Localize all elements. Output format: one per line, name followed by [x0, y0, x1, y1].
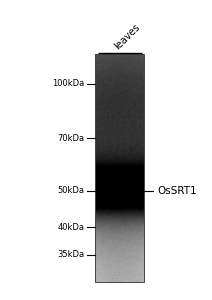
Text: 35kDa: 35kDa [58, 250, 85, 259]
Text: leaves: leaves [113, 22, 142, 51]
Text: 50kDa: 50kDa [58, 186, 85, 195]
Text: 70kDa: 70kDa [58, 134, 85, 143]
Text: 100kDa: 100kDa [53, 79, 85, 88]
Text: OsSRT1: OsSRT1 [157, 186, 197, 196]
Text: 40kDa: 40kDa [58, 223, 85, 232]
